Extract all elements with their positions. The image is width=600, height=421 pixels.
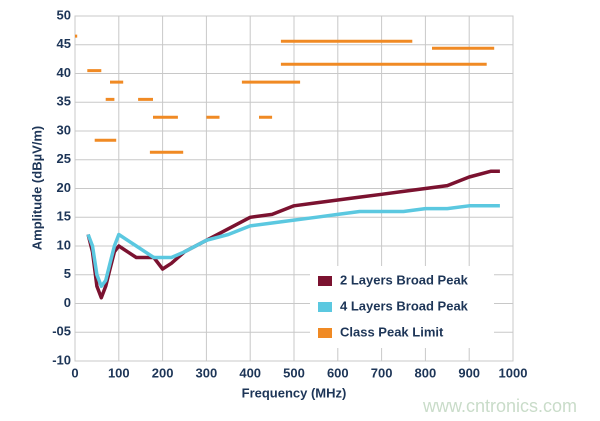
watermark: www.cntronics.com bbox=[422, 396, 577, 416]
y-tick-label: 15 bbox=[57, 209, 71, 224]
y-tick-label: 5 bbox=[64, 266, 71, 281]
y-tick-label: 20 bbox=[57, 180, 71, 195]
legend-label: 2 Layers Broad Peak bbox=[340, 272, 469, 287]
legend-label: 4 Layers Broad Peak bbox=[340, 298, 469, 313]
y-tick-label: 25 bbox=[57, 151, 71, 166]
legend-swatch bbox=[318, 328, 332, 338]
y-tick-label: 40 bbox=[57, 65, 71, 80]
legend-box bbox=[310, 266, 494, 348]
y-tick-label: 35 bbox=[57, 94, 71, 109]
x-tick-label: 900 bbox=[458, 365, 480, 380]
series-line bbox=[86, 204, 500, 289]
x-tick-label: 800 bbox=[415, 365, 437, 380]
x-tick-label: 0 bbox=[71, 365, 78, 380]
x-tick-label: 200 bbox=[152, 365, 174, 380]
y-tick-label: 50 bbox=[57, 7, 71, 22]
y-tick-label: -10 bbox=[52, 352, 71, 367]
x-tick-label: 300 bbox=[196, 365, 218, 380]
x-tick-label: 700 bbox=[371, 365, 393, 380]
y-axis-label: Amplitude (dBµV/m) bbox=[29, 126, 44, 250]
legend-label: Class Peak Limit bbox=[340, 324, 444, 339]
x-tick-label: 400 bbox=[239, 365, 261, 380]
legend-swatch bbox=[318, 302, 332, 312]
x-tick-label: 500 bbox=[283, 365, 305, 380]
y-tick-label: -05 bbox=[52, 324, 71, 339]
y-tick-label: 10 bbox=[57, 237, 71, 252]
x-tick-label: 100 bbox=[108, 365, 130, 380]
x-tick-label: 1000 bbox=[499, 365, 528, 380]
x-axis-label: Frequency (MHz) bbox=[242, 385, 347, 400]
x-tick-label: 600 bbox=[327, 365, 349, 380]
y-tick-label: 30 bbox=[57, 122, 71, 137]
y-tick-label: 45 bbox=[57, 36, 71, 51]
series-line bbox=[75, 34, 495, 154]
legend-swatch bbox=[318, 276, 332, 286]
y-tick-label: 0 bbox=[64, 295, 71, 310]
